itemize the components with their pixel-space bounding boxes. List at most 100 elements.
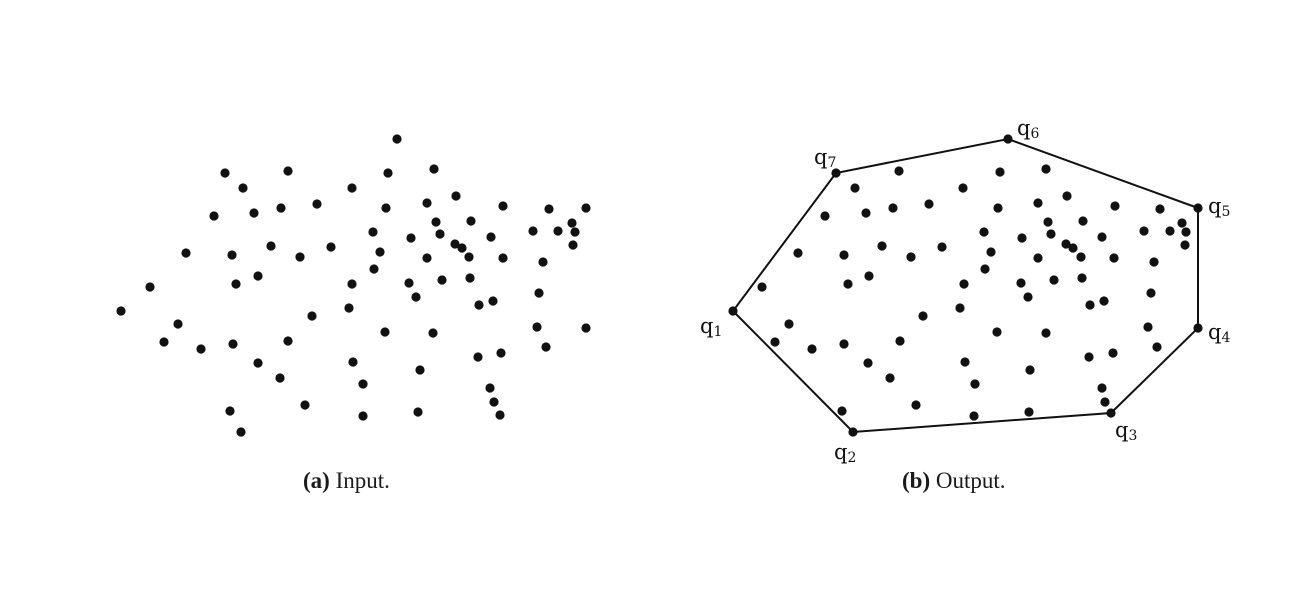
output-point-set: q1 q2 q3 q4 q5 q6 q7	[700, 116, 1230, 466]
interior-point	[850, 183, 860, 193]
input-point	[266, 241, 276, 251]
interior-point	[1146, 288, 1156, 298]
interior-point	[1180, 240, 1190, 250]
input-point	[312, 199, 322, 209]
input-point	[348, 357, 358, 367]
interior-point	[992, 327, 1002, 337]
interior-point	[937, 242, 947, 252]
interior-point	[911, 400, 921, 410]
interior-point	[918, 311, 928, 321]
input-point	[253, 358, 263, 368]
interior-point	[894, 166, 904, 176]
input-point	[159, 337, 169, 347]
input-point	[450, 239, 460, 249]
interior-point	[980, 264, 990, 274]
interior-point	[861, 208, 871, 218]
hull-vertices	[728, 134, 1203, 437]
hull-vertex-label: q5	[1208, 194, 1230, 220]
interior-point	[1062, 191, 1072, 201]
interior-point	[1068, 243, 1078, 253]
input-point	[225, 406, 235, 416]
input-point	[411, 292, 421, 302]
interior-point	[784, 319, 794, 329]
interior-point	[970, 379, 980, 389]
input-point	[435, 229, 445, 239]
interior-point	[1155, 204, 1165, 214]
interior-point	[888, 203, 898, 213]
interior-point	[793, 248, 803, 258]
input-point	[375, 247, 385, 257]
input-point	[406, 233, 416, 243]
input-point	[380, 327, 390, 337]
input-point	[369, 264, 379, 274]
interior-point	[1152, 342, 1162, 352]
interior-point	[885, 373, 895, 383]
hull-vertex	[848, 427, 858, 437]
input-point	[498, 201, 508, 211]
hull-vertex-label: q3	[1115, 418, 1137, 444]
caption-input-text: Input.	[335, 468, 390, 493]
input-point	[283, 166, 293, 176]
input-point	[392, 134, 402, 144]
interior-point	[1049, 275, 1059, 285]
interior-point	[1143, 322, 1153, 332]
interior-point	[1041, 164, 1051, 174]
interior-point	[1017, 233, 1027, 243]
input-point	[227, 250, 237, 260]
hull-vertex	[1193, 323, 1203, 333]
interior-point	[1110, 201, 1120, 211]
interior-point	[1033, 198, 1043, 208]
input-point	[358, 411, 368, 421]
input-point	[238, 183, 248, 193]
interior-point	[1025, 365, 1035, 375]
input-point	[220, 168, 230, 178]
interior-point	[1077, 273, 1087, 283]
interior-point	[864, 271, 874, 281]
caption-input-tag: (a)	[303, 468, 330, 493]
input-point	[209, 211, 219, 221]
input-point	[347, 279, 357, 289]
input-point	[381, 203, 391, 213]
input-point	[275, 373, 285, 383]
input-point	[457, 243, 467, 253]
interior-point	[1043, 217, 1053, 227]
interior-point	[1099, 296, 1109, 306]
interior-point	[1046, 229, 1056, 239]
interior-point	[1076, 252, 1086, 262]
input-point	[431, 217, 441, 227]
input-point	[181, 248, 191, 258]
interior-point	[955, 303, 965, 313]
input-point	[347, 183, 357, 193]
interior-point	[1139, 226, 1149, 236]
input-point	[488, 296, 498, 306]
interior-point	[1024, 407, 1034, 417]
interior-point	[958, 183, 968, 193]
interior-point	[757, 282, 767, 292]
hull-vertex-label: q7	[814, 145, 836, 171]
input-point	[236, 427, 246, 437]
caption-input: (a) Input.	[303, 468, 390, 494]
input-point	[422, 253, 432, 263]
input-point	[249, 208, 259, 218]
interior-point	[1078, 216, 1088, 226]
input-point	[553, 226, 563, 236]
input-point	[283, 336, 293, 346]
interior-point	[843, 279, 853, 289]
interior-point	[863, 358, 873, 368]
interior-point	[1100, 397, 1110, 407]
caption-output: (b) Output.	[902, 468, 1006, 494]
interior-point	[839, 250, 849, 260]
input-point	[466, 216, 476, 226]
input-point	[429, 164, 439, 174]
interior-point	[820, 211, 830, 221]
input-point	[538, 257, 548, 267]
interior-point	[1023, 292, 1033, 302]
hull-vertex-label: q2	[834, 440, 856, 466]
hull-vertex-label: q1	[700, 314, 722, 340]
interior-point	[1061, 239, 1071, 249]
interior-point	[1149, 257, 1159, 267]
interior-point	[1016, 278, 1026, 288]
input-point	[581, 323, 591, 333]
interior-point	[1041, 328, 1051, 338]
input-point	[485, 383, 495, 393]
